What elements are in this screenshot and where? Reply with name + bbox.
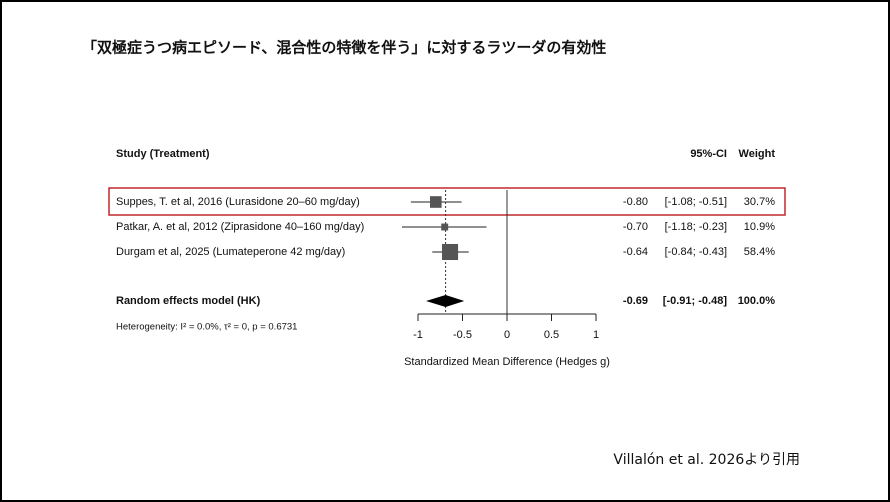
weight: 30.7% xyxy=(744,196,775,208)
x-tick-label: -1 xyxy=(413,329,423,341)
summary-ci: [-0.91; -0.48] xyxy=(663,295,728,307)
highlight-box xyxy=(108,187,786,216)
summary-weight: 100.0% xyxy=(738,295,776,307)
x-axis-label: Standardized Mean Difference (Hedges g) xyxy=(404,356,610,368)
estimate: -0.64 xyxy=(623,246,648,258)
study-name: Patkar, A. et al, 2012 (Ziprasidone 40–1… xyxy=(116,221,364,233)
weight-header: Weight xyxy=(739,148,776,160)
weight: 10.9% xyxy=(744,221,775,233)
x-tick-label: -0.5 xyxy=(453,329,472,341)
heterogeneity: Heterogeneity: I² = 0.0%, τ² = 0, p = 0.… xyxy=(116,322,297,333)
x-tick-label: 0 xyxy=(504,329,510,341)
ci: [-0.84; -0.43] xyxy=(665,246,727,258)
effect-square xyxy=(441,223,449,231)
ci: [-1.08; -0.51] xyxy=(665,196,727,208)
title: 「双極症うつ病エピソード、混合性の特徴を伴う」に対するラツーダの有効性 xyxy=(82,39,606,57)
estimate: -0.80 xyxy=(623,196,648,208)
weight: 58.4% xyxy=(744,246,775,258)
effect-square xyxy=(442,243,459,261)
summary-diamond xyxy=(426,295,465,307)
x-tick-label: 1 xyxy=(593,329,599,341)
study-header: Study (Treatment) xyxy=(116,148,210,160)
estimate: -0.70 xyxy=(623,221,648,233)
summary-name: Random effects model (HK) xyxy=(116,295,261,307)
study-name: Suppes, T. et al, 2016 (Lurasidone 20–60… xyxy=(116,196,360,208)
x-tick-label: 0.5 xyxy=(544,329,559,341)
effect-square xyxy=(429,196,442,208)
source: Villalón et al. 2026より引用 xyxy=(613,452,800,468)
study-name: Durgam et al, 2025 (Lumateperone 42 mg/d… xyxy=(116,246,345,258)
ci: [-1.18; -0.23] xyxy=(665,221,727,233)
summary-estimate: -0.69 xyxy=(623,295,648,307)
ci-header: 95%-CI xyxy=(690,148,727,160)
